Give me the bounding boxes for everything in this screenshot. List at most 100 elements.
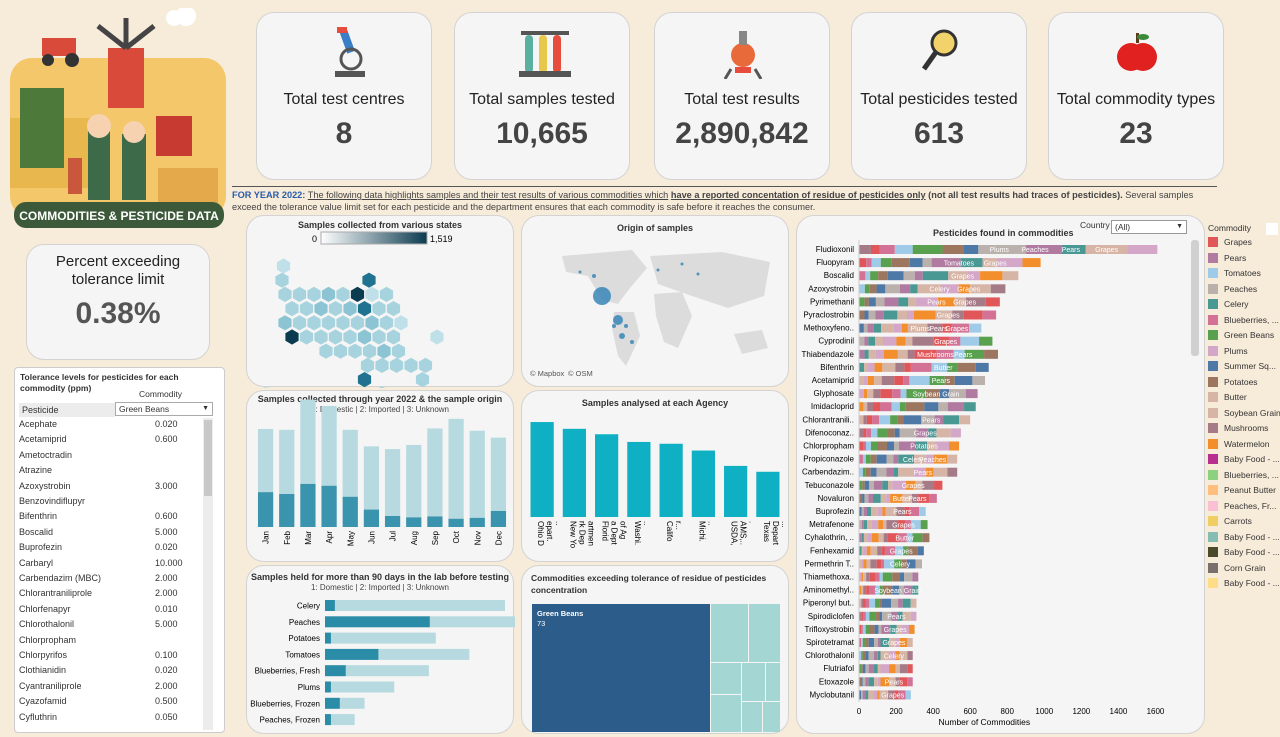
table-row[interactable]: Clothianidin 0.020 [19,663,201,678]
treemap-cell-label: Green Beans [537,609,583,618]
stack-segment [861,507,864,516]
commodity-dropdown[interactable]: Green Beans ▼ [115,402,213,416]
x-tick-label: 1600 [1147,707,1165,716]
stack-segment [862,651,866,661]
table-row[interactable]: Carbaryl 10.000 [19,556,201,571]
treemap-cell[interactable] [763,702,780,732]
segment-label: Pears [885,680,904,687]
monthly-subtitle: 1: Domestic | 2: Imported | 3: Unknown [311,405,449,414]
pesticide-label: Metrafenone [809,520,854,529]
legend-item[interactable]: Blueberries, ... [1208,469,1280,482]
table-row[interactable]: Acephate 0.020 [19,417,201,432]
pesticides-chart-card: Pesticides found in commodities Country … [796,215,1205,734]
table-row[interactable]: Buprofezin 0.020 [19,540,201,555]
legend-item[interactable]: Potatoes [1208,376,1280,389]
stack-segment [867,402,874,412]
stack-segment [879,572,883,582]
table-scrollbar-thumb[interactable] [204,420,212,496]
treemap-cell[interactable] [711,663,741,694]
legend-item[interactable]: Baby Food - ... [1208,547,1280,559]
table-row[interactable]: Benzovindiflupyr [19,494,201,509]
table-row[interactable]: Ametoctradin [19,448,201,463]
legend-item[interactable]: Summer Sq... [1208,361,1280,373]
stack-segment [863,533,868,543]
country-filter-dropdown[interactable]: (All) ▼ [1111,220,1187,234]
chart-scrollbar[interactable] [1191,240,1199,356]
segment-label: Grapes [914,431,937,438]
stack-segment [877,664,881,674]
table-row[interactable]: Cyfluthrin 0.050 [19,710,201,725]
legend-item[interactable]: Mushrooms [1208,423,1280,435]
legend-item[interactable]: Peaches, Fr... [1208,500,1280,513]
agency-tick-label: Texas [762,521,771,542]
treemap-cell[interactable] [766,663,780,701]
stack-segment [874,651,878,661]
segment-label: Celery [884,653,905,660]
legend-item[interactable]: Grapes [1208,237,1280,249]
legend-item[interactable]: Green Beans [1208,330,1280,342]
tolerance-value: 2.000 [155,573,178,583]
treemap-cell[interactable] [742,702,762,732]
x-tick-label: 800 [1001,707,1015,716]
table-scrollbar[interactable] [203,418,213,730]
stack-segment [861,651,863,661]
legend-item[interactable]: Peanut Butter [1208,485,1280,497]
treemap-cell-green-beans[interactable] [532,604,710,732]
stack-segment [872,415,880,425]
legend-item[interactable]: Blueberries, ... [1208,314,1280,327]
legend-item[interactable]: Plums [1208,345,1280,358]
stack-segment [859,480,863,490]
pesticide-label: Bifenthrin [820,363,854,372]
state-hex [365,286,379,302]
stack-segment [904,362,911,372]
table-row[interactable]: Cyazofamid 0.500 [19,694,201,709]
state-hex [375,357,389,373]
table-row[interactable]: Bifenthrin 0.600 [19,509,201,524]
table-row[interactable]: Chlorpyrifos 0.100 [19,648,201,663]
treemap-cell[interactable] [749,604,780,662]
legend-item[interactable]: Pears [1208,252,1280,265]
stack-segment [933,336,950,346]
stack-segment [877,441,888,451]
legend-item[interactable]: Corn Grain [1208,562,1280,575]
legend-item[interactable]: Celery [1208,299,1280,311]
table-row[interactable]: Chlorothalonil 5.000 [19,617,201,632]
month-tick-label: May [346,531,355,546]
stack-segment [866,572,870,582]
table-row[interactable]: Atrazine [19,463,201,478]
legend-item[interactable]: Butter [1208,392,1280,404]
table-row[interactable]: Boscalid 5.000 [19,525,201,540]
legend-item[interactable]: Baby Food - ... [1208,454,1280,466]
table-row[interactable]: Azoxystrobin 3.000 [19,479,201,494]
table-row[interactable]: Cyantraniliprole 2.000 [19,679,201,694]
legend-item[interactable]: Tomatoes [1208,268,1280,280]
legend-item[interactable]: Baby Food - ... [1208,531,1280,544]
table-row[interactable]: Carbendazim (MBC) 2.000 [19,571,201,586]
stack-segment [859,284,865,294]
stack-segment [1002,271,1019,281]
legend-swatch [1208,237,1218,247]
stack-segment [912,572,919,582]
agency-bar [659,443,683,517]
treemap-cell[interactable] [711,604,748,662]
treemap-cell[interactable] [742,663,765,701]
legend-item[interactable]: Soybean Grain [1208,407,1280,420]
stack-segment [894,428,900,438]
treemap-cell[interactable] [711,695,741,732]
stack-segment [921,415,935,425]
state-hex [328,301,343,317]
table-row[interactable]: Chlorfenapyr 0.010 [19,602,201,617]
table-row[interactable]: Chlorantraniliprole 2.000 [19,586,201,601]
stack-segment [899,428,917,438]
stack-segment [864,310,869,320]
legend-item[interactable]: Baby Food - ... [1208,578,1280,590]
stack-segment [874,638,878,647]
legend-item[interactable]: Watermelon [1208,438,1280,451]
agency-tick-label: New Yo [568,521,577,549]
table-row[interactable]: Chlorpropham [19,633,201,648]
legend-item[interactable]: Peaches [1208,283,1280,296]
pesticide-label: Glyphosate [814,389,855,398]
bar-segment-secondary [334,600,505,611]
table-row[interactable]: Acetamiprid 0.600 [19,432,201,447]
legend-item[interactable]: Carrots [1208,516,1280,528]
